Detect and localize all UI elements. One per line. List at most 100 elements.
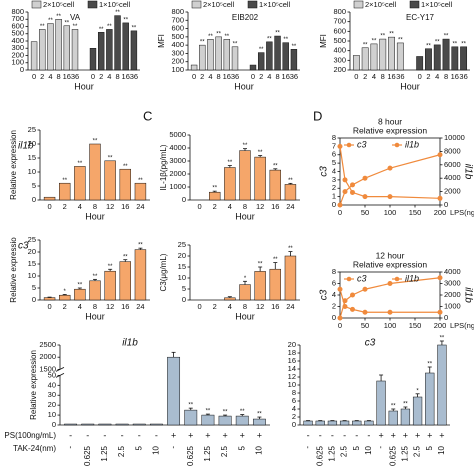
bar xyxy=(89,48,97,71)
bar xyxy=(201,414,215,426)
x-tick-label: 8 xyxy=(93,302,97,311)
bar xyxy=(74,166,86,201)
x-tick-label: 5 xyxy=(352,445,361,450)
significance: ** xyxy=(212,186,217,192)
legend-marker xyxy=(394,276,400,282)
significance: ** xyxy=(427,362,432,368)
x-tick-label: 24 xyxy=(286,202,294,211)
significance: ** xyxy=(216,31,221,37)
y-tick-label: 4 xyxy=(292,404,296,413)
bar xyxy=(215,36,222,71)
y-tick-label: 700 xyxy=(11,14,24,23)
significance: ** xyxy=(440,336,445,342)
y2-tick-label: 4000 xyxy=(444,173,461,182)
y-tick-label: 25 xyxy=(28,125,36,134)
y2-axis-label: il1b xyxy=(462,287,473,303)
significance: ** xyxy=(56,14,61,20)
bar xyxy=(43,297,56,301)
x-tick-label: 16 xyxy=(271,302,279,311)
y-tick-label: 400 xyxy=(11,36,24,45)
x-tick-label: 24 xyxy=(286,302,294,311)
y-axis-label: c3 xyxy=(319,289,330,300)
point xyxy=(437,195,443,201)
bar xyxy=(122,22,129,71)
significance: ** xyxy=(288,178,293,184)
chart-title: 8 hour xyxy=(378,116,402,126)
bar xyxy=(190,64,198,71)
bar xyxy=(184,409,198,426)
x-tick-label: 1.25 xyxy=(401,445,410,461)
lps-label: + xyxy=(391,430,396,440)
y-tick-label: 10 xyxy=(48,410,56,419)
x-tick-label: 5 xyxy=(237,445,246,450)
significance: ** xyxy=(243,143,248,149)
x-tick-label: 50 xyxy=(361,321,369,330)
lps-label: + xyxy=(257,430,262,440)
y-tick-label: 0 xyxy=(182,195,186,204)
significance: ** xyxy=(93,274,98,280)
bar xyxy=(81,423,95,426)
bar xyxy=(376,380,386,426)
y-tick-label: 600 xyxy=(333,26,346,35)
y2-tick-label: 1000 xyxy=(444,301,461,310)
significance: ** xyxy=(40,24,45,30)
x-tick-label: 8 xyxy=(275,72,279,81)
x-tick-label: 4 xyxy=(228,302,232,311)
significance: ** xyxy=(292,44,297,50)
lps-label: + xyxy=(205,430,210,440)
y-tick-label: 8 xyxy=(332,267,336,276)
y-tick-label: 10 xyxy=(28,167,36,176)
point xyxy=(387,165,393,171)
point xyxy=(387,309,393,315)
y-tick-label: 2000 xyxy=(169,169,186,178)
bar xyxy=(167,356,181,426)
x-axis-label: Hour xyxy=(234,81,254,91)
y-tick-label: 4 xyxy=(332,166,336,175)
bar xyxy=(55,19,62,71)
y-tick-label: 15 xyxy=(28,153,36,162)
y-tick-label: 5000 xyxy=(169,130,186,139)
significance: ** xyxy=(273,163,278,169)
line xyxy=(339,277,441,319)
legend-swatch xyxy=(191,0,202,9)
y-tick-label: 6 xyxy=(332,278,336,287)
x-tick-label: 0 xyxy=(91,72,95,81)
y-tick-label: 200 xyxy=(333,65,346,74)
y2-tick-label: 4000 xyxy=(444,267,461,276)
significance: * xyxy=(244,276,247,282)
x-tick-label: 36 xyxy=(71,72,79,81)
x-tick-label: 0 xyxy=(197,302,201,311)
legend-label: il1b xyxy=(405,273,419,283)
bar xyxy=(209,191,221,201)
significance: ** xyxy=(380,34,385,40)
y-tick-label: 6 xyxy=(292,396,296,405)
x-tick-label: 2 xyxy=(200,72,204,81)
bar xyxy=(97,32,105,71)
legend-label: c3 xyxy=(357,273,367,283)
x-tick-label: 2.5 xyxy=(340,445,349,457)
x-tick-label: 8 xyxy=(93,202,97,211)
lps-label: + xyxy=(188,430,193,440)
legend-label: 2×10⁵cell xyxy=(203,0,235,9)
lps-label: - xyxy=(355,430,358,440)
y-tick-label: 2 xyxy=(332,301,336,310)
bar xyxy=(63,25,71,71)
significance: ** xyxy=(200,40,205,46)
y-tick-label: 1500 xyxy=(39,364,56,373)
y-tick-label: 400 xyxy=(333,46,346,55)
bar xyxy=(106,29,113,71)
legend-marker xyxy=(346,276,352,282)
y2-tick-label: 2000 xyxy=(444,187,461,196)
y-tick-label: 20 xyxy=(28,139,36,148)
x-tick-label: 200 xyxy=(434,208,447,217)
x-tick-label: 8 xyxy=(243,302,247,311)
bar xyxy=(254,156,266,201)
bar xyxy=(361,47,369,71)
x-tick-label: 16 xyxy=(387,72,395,81)
bar xyxy=(119,261,131,301)
y-tick-label: 25 xyxy=(28,235,36,244)
x-axis-label: LPS(ng/mL) xyxy=(450,321,474,330)
x-tick-label: 1.25 xyxy=(100,445,109,461)
bar xyxy=(315,420,325,426)
lps-label: - xyxy=(138,430,141,440)
